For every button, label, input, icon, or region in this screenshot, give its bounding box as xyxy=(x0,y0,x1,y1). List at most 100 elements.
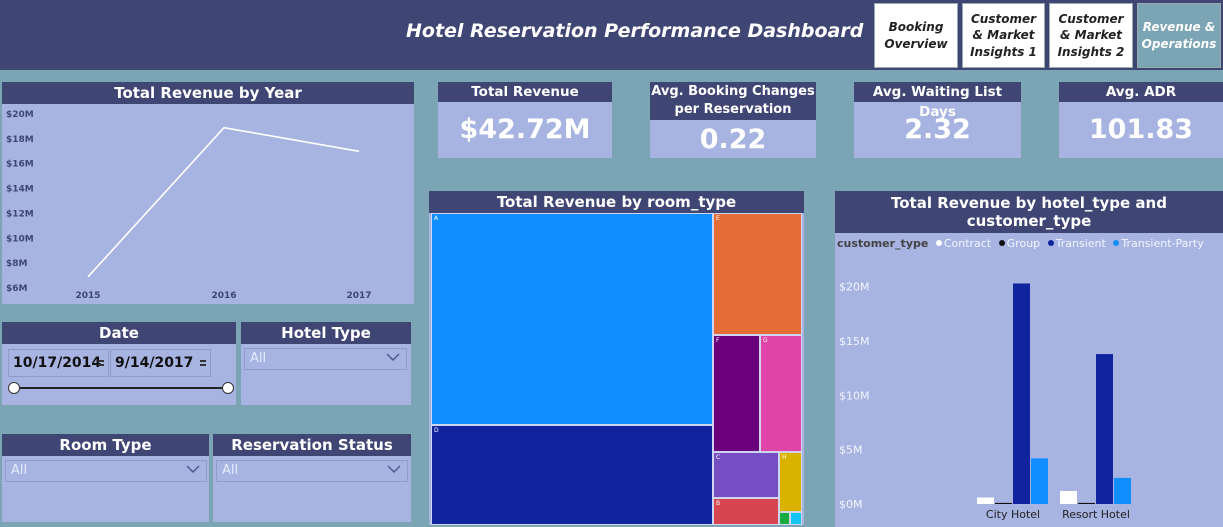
customer-type-legend: customer_type Contract Group Transient T… xyxy=(837,237,1204,250)
y-tick-label: $15M xyxy=(839,335,870,348)
treemap-label: F xyxy=(716,337,720,344)
date-end-value: 9/14/2017 xyxy=(115,355,194,371)
tab-revenue-operations[interactable]: Revenue & Operations xyxy=(1137,3,1221,68)
treemap-label: B xyxy=(716,500,721,507)
treemap-cell-e[interactable]: E xyxy=(713,213,802,335)
calendar-icon[interactable] xyxy=(200,360,206,366)
treemap-label: H xyxy=(782,454,787,461)
revenue-by-room-type-panel: Total Revenue by room_type A D E F G C H B xyxy=(429,191,804,525)
tab-booking-overview[interactable]: Booking Overview xyxy=(874,3,958,68)
treemap-cell-small[interactable] xyxy=(779,512,790,525)
kpi-avg-booking-changes-title: Avg. Booking Changes per Reservation xyxy=(650,82,816,120)
y-tick-label: $16M xyxy=(6,160,34,170)
tab-customer-market-insights-1[interactable]: Customer & Market Insights 1 xyxy=(962,3,1045,68)
calendar-icon[interactable] xyxy=(98,360,104,366)
treemap-cell-b[interactable]: B xyxy=(713,498,779,525)
legend-transient-party[interactable]: Transient-Party xyxy=(1121,237,1204,250)
revenue-by-hotel-customer-chart: $20M $15M $10M $5M $0M City Hotel Resort Hotel xyxy=(839,281,1131,521)
treemap-cell-c[interactable]: C xyxy=(713,452,779,498)
treemap-label: E xyxy=(716,215,720,222)
y-tick-label: $14M xyxy=(6,185,34,195)
treemap-cell-g[interactable]: G xyxy=(760,335,802,452)
chevron-down-icon xyxy=(387,465,401,473)
treemap-cell-d[interactable]: D xyxy=(431,425,713,525)
legend-group[interactable]: Group xyxy=(1006,237,1041,250)
reservation-status-dropdown[interactable]: All xyxy=(216,460,408,482)
x-tick-label: 2017 xyxy=(346,291,371,301)
treemap-cell-f[interactable]: F xyxy=(713,335,760,452)
date-range-track xyxy=(14,387,228,389)
treemap-label: A xyxy=(434,215,439,222)
revenue-by-hotel-customer-title: Total Revenue by hotel_type and customer… xyxy=(835,191,1223,233)
y-tick-label: $10M xyxy=(839,389,870,402)
bar-group[interactable] xyxy=(1078,502,1095,504)
header-bar: Hotel Reservation Performance Dashboard … xyxy=(0,0,1223,70)
reservation-status-slicer: Reservation Status All xyxy=(213,434,411,522)
bar-group[interactable] xyxy=(995,502,1012,504)
room-type-slicer: Room Type All xyxy=(2,434,209,522)
bar-contract[interactable] xyxy=(1060,490,1077,504)
date-slicer-title: Date xyxy=(2,322,236,344)
room-type-dropdown[interactable]: All xyxy=(5,460,207,482)
legend-contract-dot xyxy=(935,240,942,246)
hotel-type-dropdown[interactable]: All xyxy=(244,348,407,370)
revenue-by-year-panel: Total Revenue by Year $20M $18M $16M $14M $1… xyxy=(2,82,414,304)
kpi-avg-adr: Avg. ADR 101.83 xyxy=(1059,82,1223,158)
bar-transient[interactable] xyxy=(1096,354,1113,504)
x-tick-label: 2015 xyxy=(75,291,100,301)
treemap-label: D xyxy=(434,427,439,434)
kpi-total-revenue-value: $42.72M xyxy=(459,114,591,145)
y-tick-label: $10M xyxy=(6,234,34,244)
y-tick-label: $20M xyxy=(839,281,870,294)
reservation-status-value: All xyxy=(222,463,239,478)
kpi-avg-adr-title: Avg. ADR xyxy=(1059,82,1223,102)
y-tick-label: $20M xyxy=(6,110,34,120)
room-type-slicer-title: Room Type xyxy=(2,434,209,456)
kpi-avg-waiting-list: Avg. Waiting List Days 2.32 xyxy=(854,82,1021,158)
legend-transient-party-dot xyxy=(1113,240,1120,246)
hotel-type-value: All xyxy=(250,351,267,366)
treemap-label: C xyxy=(716,454,721,461)
date-start-input[interactable]: 10/17/2014 xyxy=(8,349,109,377)
date-range-start-handle[interactable] xyxy=(8,382,20,394)
y-tick-label: $5M xyxy=(839,444,863,457)
kpi-avg-waiting-list-title: Avg. Waiting List Days xyxy=(854,82,1021,120)
revenue-by-year-title: Total Revenue by Year xyxy=(2,82,414,104)
bar-contract[interactable] xyxy=(977,497,994,504)
y-tick-label: $12M xyxy=(6,209,34,219)
y-tick-label: $18M xyxy=(6,135,34,145)
treemap-cell-small[interactable] xyxy=(790,512,802,525)
legend-title: customer_type xyxy=(837,237,929,250)
revenue-by-year-chart: $20M $18M $16M $14M $12M $10M $8M $6M 2015 2016 20… xyxy=(6,110,372,301)
kpi-avg-booking-changes: Avg. Booking Changes per Reservation 0.2… xyxy=(650,82,816,158)
date-start-value: 10/17/2014 xyxy=(13,355,102,371)
revenue-by-room-type-title: Total Revenue by room_type xyxy=(429,191,804,213)
treemap-cell-a[interactable]: A xyxy=(431,213,713,425)
legend-transient[interactable]: Transient xyxy=(1055,237,1106,250)
date-range-end-handle[interactable] xyxy=(222,382,234,394)
bar-transient-party[interactable] xyxy=(1031,458,1048,504)
bar-transient[interactable] xyxy=(1013,283,1030,504)
treemap-cell-h[interactable]: H xyxy=(779,452,802,512)
dashboard-title: Hotel Reservation Performance Dashboard xyxy=(406,20,864,42)
legend-group-dot xyxy=(998,240,1005,246)
chevron-down-icon xyxy=(386,353,400,361)
kpi-avg-booking-changes-value: 0.22 xyxy=(699,124,767,155)
date-slicer: Date 10/17/2014 9/14/2017 xyxy=(2,322,236,405)
treemap-label: G xyxy=(763,337,768,344)
tab-customer-market-insights-2[interactable]: Customer & Market Insights 2 xyxy=(1049,3,1133,68)
x-category-label: City Hotel xyxy=(986,508,1040,521)
y-tick-label: $6M xyxy=(6,284,28,294)
chevron-down-icon xyxy=(186,465,200,473)
legend-transient-dot xyxy=(1047,240,1054,246)
bar-transient-party[interactable] xyxy=(1114,477,1131,504)
legend-contract[interactable]: Contract xyxy=(943,237,992,250)
x-tick-label: 2016 xyxy=(211,291,236,301)
kpi-avg-adr-value: 101.83 xyxy=(1088,114,1194,145)
date-end-input[interactable]: 9/14/2017 xyxy=(110,349,211,377)
revenue-line[interactable] xyxy=(87,126,360,278)
y-tick-label: $0M xyxy=(839,498,863,511)
hotel-type-slicer-title: Hotel Type xyxy=(241,322,411,344)
x-category-label: Resort Hotel xyxy=(1062,508,1130,521)
hotel-type-slicer: Hotel Type All xyxy=(241,322,411,405)
